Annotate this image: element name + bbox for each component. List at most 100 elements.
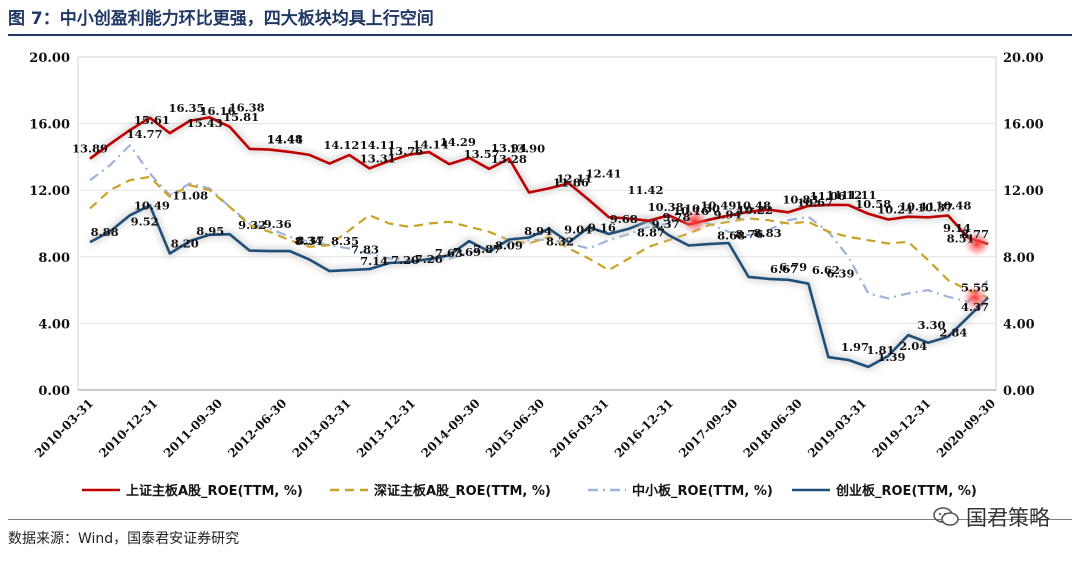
data-label: 9.68 — [610, 212, 638, 226]
data-label: 14.11 — [360, 138, 396, 152]
watermark-text: 国君策略 — [966, 506, 1050, 530]
x-tick-label: 2015-06-30 — [483, 396, 547, 460]
data-label: 1.39 — [877, 350, 905, 364]
data-label: 14.14 — [413, 138, 449, 152]
legend: 上证主板A股_ROE(TTM, %) 深证主板A股_ROE(TTM, %) 中小板_… — [82, 483, 977, 499]
data-label: 10.58 — [855, 197, 891, 211]
data-label: 14.29 — [440, 135, 476, 149]
y-tick-label: 12.00 — [29, 184, 70, 199]
data-label: 10.67 — [797, 195, 833, 209]
data-label: 8.35 — [331, 234, 359, 248]
data-label: 7.14 — [360, 254, 388, 268]
data-label: 13.76 — [387, 144, 423, 158]
left-axis: 0.00 4.00 8.00 12.00 16.00 20.00 — [29, 51, 70, 399]
data-label: 13.90 — [509, 142, 545, 156]
data-label: 6.62 — [812, 263, 840, 277]
y2-tick-label: 16.00 — [1003, 118, 1044, 133]
data-label: 9.36 — [264, 217, 292, 231]
x-tick-label: 2010-03-31 — [32, 396, 96, 460]
figure-title: 图 7：中小创盈利能力环比更强，四大板块均具上行空间 — [8, 9, 434, 29]
highlight-marker — [681, 207, 708, 234]
y-tick-label: 0.00 — [38, 384, 70, 399]
x-tick-label: 2017-09-30 — [676, 396, 740, 460]
x-tick-label: 2019-03-31 — [805, 396, 869, 460]
data-label: 7.69 — [453, 245, 481, 259]
x-tick-label: 2019-12-31 — [870, 396, 934, 460]
data-label: 16.38 — [229, 100, 265, 114]
y2-tick-label: 4.00 — [1003, 317, 1035, 332]
x-tick-label: 2020-09-30 — [934, 396, 998, 460]
data-label: 10.48 — [935, 199, 971, 213]
data-label: 7.26 — [415, 252, 443, 266]
data-label: 7.63 — [435, 246, 463, 260]
data-label: 14.48 — [267, 132, 303, 146]
data-label: 10.22 — [737, 203, 773, 217]
x-tick-label: 2016-03-31 — [547, 396, 611, 460]
data-label: 8.09 — [495, 238, 523, 252]
data-label: 14.12 — [323, 138, 359, 152]
y-tick-label: 16.00 — [29, 118, 70, 133]
data-label: 12.41 — [586, 166, 622, 180]
data-label: 11.86 — [553, 176, 589, 190]
data-label: 9.32 — [238, 218, 266, 232]
series-line-sz — [89, 175, 989, 299]
y2-tick-label: 20.00 — [1003, 51, 1044, 66]
data-label: 10.37 — [917, 200, 953, 214]
data-label: 10.48 — [735, 199, 771, 213]
highlight-marker — [964, 230, 991, 257]
data-label: 7.87 — [473, 242, 501, 256]
data-label: 9.16 — [588, 220, 616, 234]
data-label: 13.57 — [464, 147, 500, 161]
data-label: 8.87 — [637, 225, 665, 239]
data-label: 15.61 — [134, 113, 170, 127]
data-label: 8.76 — [735, 227, 763, 241]
legend-label-sh: 上证主板A股_ROE(TTM, %) — [126, 483, 303, 499]
x-tick-label: 2016-12-31 — [612, 396, 676, 460]
x-tick-label: 2010-12-31 — [96, 396, 160, 460]
data-label: 11.06 — [810, 189, 846, 203]
data-label: 13.31 — [360, 151, 396, 165]
data-label: 8.51 — [947, 231, 975, 245]
data-label: 14.77 — [127, 127, 163, 141]
data-label: 2.04 — [899, 339, 927, 353]
data-label: 1.97 — [841, 340, 869, 354]
data-label: 7.83 — [351, 243, 379, 257]
data-label: 8.37 — [296, 234, 324, 248]
x-tick-label: 2011-09-30 — [161, 396, 225, 460]
data-label: 8.77 — [961, 227, 989, 241]
data-label: 8.20 — [171, 236, 199, 250]
series-line-gem — [89, 204, 989, 369]
data-label: 11.11 — [841, 188, 877, 202]
data-label: 9.94 — [714, 207, 742, 221]
data-label: 1.81 — [867, 343, 895, 357]
data-label: 4.37 — [961, 300, 989, 314]
series-group — [87, 112, 992, 372]
data-label: 3.30 — [918, 318, 946, 332]
data-label: 13.89 — [72, 142, 108, 156]
data-label: 11.08 — [172, 189, 208, 203]
data-label: 8.68 — [717, 228, 745, 242]
data-label: 10.83 — [782, 193, 818, 207]
x-tick-label: 2018-06-30 — [741, 396, 805, 460]
data-label: 6.67 — [770, 262, 798, 276]
right-axis: 0.00 4.00 8.00 12.00 16.00 20.00 — [1003, 51, 1044, 399]
data-label: 6.39 — [826, 267, 854, 281]
data-label: 11.12 — [826, 188, 862, 202]
highlight-marker — [962, 284, 989, 311]
legend-label-gem: 创业板_ROE(TTM, %) — [835, 483, 977, 499]
y-tick-label: 8.00 — [38, 251, 70, 266]
data-label: 8.95 — [196, 224, 224, 238]
y2-tick-label: 0.00 — [1003, 384, 1035, 399]
data-label: 9.04 — [564, 222, 592, 236]
data-label: 11.42 — [628, 183, 664, 197]
legend-label-sme: 中小板_ROE(TTM, %) — [632, 483, 773, 499]
data-label: 9.52 — [131, 214, 159, 228]
data-label: 16.16 — [199, 104, 235, 118]
y2-tick-label: 12.00 — [1003, 184, 1044, 199]
x-tick-label: 2012-06-30 — [225, 396, 289, 460]
data-label: 10.49 — [134, 198, 170, 212]
data-label: 13.94 — [491, 141, 527, 155]
data-label: 9.78 — [663, 210, 691, 224]
x-tick-label: 2013-12-31 — [354, 396, 418, 460]
data-label: 5.55 — [961, 281, 989, 295]
